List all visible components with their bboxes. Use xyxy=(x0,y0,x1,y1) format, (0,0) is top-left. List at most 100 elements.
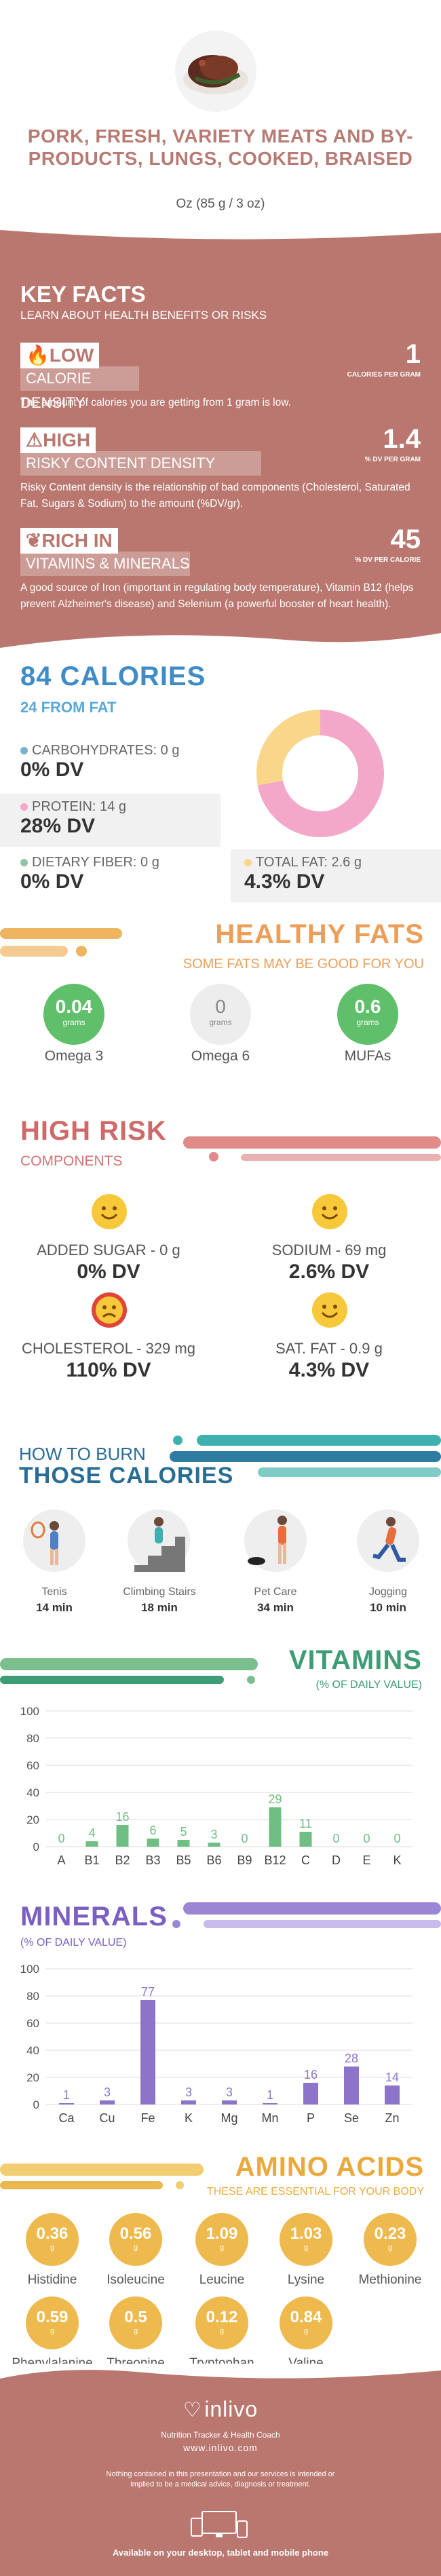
bar xyxy=(147,1839,159,1847)
amino-name: Lysine xyxy=(287,2273,325,2287)
y-tick-label: 60 xyxy=(26,1759,39,1772)
cholesterol-label: CHOLESTEROL - 329 mg xyxy=(22,1340,195,1357)
x-tick-label: Mg xyxy=(220,2111,237,2125)
x-tick-label: Se xyxy=(344,2111,359,2125)
carbs-dot xyxy=(20,747,28,754)
bar-value-label: 5 xyxy=(180,1825,187,1839)
fact-label-bar: VITAMINS & MINERALS xyxy=(20,552,190,576)
footer: ♡ inlivo Nutrition Tracker & Health Coac… xyxy=(0,2364,441,2576)
fat-dv: 4.3% DV xyxy=(244,870,325,893)
footer-availability: Available on your desktop, tablet and mo… xyxy=(112,2548,329,2558)
x-tick-label: P xyxy=(307,2111,315,2125)
bar-value-label: 11 xyxy=(299,1817,312,1830)
bar-value-label: 77 xyxy=(141,1985,155,1999)
smiley-happy-icon xyxy=(312,1194,347,1229)
y-tick-label: 0 xyxy=(33,1841,39,1853)
bar xyxy=(116,1825,129,1847)
omega6-label: Omega 6 xyxy=(191,1048,250,1064)
bar xyxy=(59,2103,74,2104)
healthy-fats-title: HEALTHY FATS xyxy=(215,919,424,949)
minerals-subtitle: (% OF DAILY VALUE) xyxy=(20,1937,127,1948)
fat-dot xyxy=(244,859,252,866)
bar-value-label: 14 xyxy=(385,2071,399,2084)
amino-name: Methionine xyxy=(358,2273,422,2287)
amino-title: AMINO ACIDS xyxy=(235,2152,424,2182)
amino-name: Isoleucine xyxy=(107,2273,165,2287)
fat-item: TOTAL FAT: 2.6 g 4.3% DV xyxy=(244,855,362,893)
burn-title-2: THOSE CALORIES xyxy=(19,1463,234,1488)
protein-dot xyxy=(20,803,28,811)
burn-activity-label: Tenis xyxy=(41,1586,67,1598)
mufas-circle: 0.6 grams xyxy=(337,984,398,1045)
bar xyxy=(299,1832,312,1847)
fact-tag: ⚠HIGH xyxy=(20,427,96,453)
donut-slice-fat xyxy=(256,710,321,786)
amino-value-badge: 0.23 g xyxy=(364,2213,417,2266)
fact-unit: % DV PER GRAM xyxy=(364,456,421,463)
bar xyxy=(140,2000,155,2104)
smiley-happy-icon xyxy=(312,1292,347,1328)
food-image xyxy=(183,55,248,94)
minerals-bar-chart: 0 20 40 60 80 100 1 Ca 3 Cu 77 Fe 3 K 3 Mg 1 Mn 16 P 28 Se 14 Z… xyxy=(20,1963,413,2125)
bar xyxy=(303,2083,318,2104)
amino-value-badge: 0.84 g xyxy=(280,2296,332,2349)
bar xyxy=(385,2085,400,2104)
warning-icon: ⚠ xyxy=(26,429,43,450)
fact-rich-in: ❦RICH IN xyxy=(20,528,118,554)
bar xyxy=(177,1840,190,1847)
calories-title: 84 CALORIES xyxy=(20,661,206,691)
y-tick-label: 80 xyxy=(26,1990,39,2003)
bar-value-label: 0 xyxy=(363,1832,370,1845)
bar xyxy=(263,2103,277,2104)
fact-value: 45 xyxy=(390,524,421,554)
burn-activity-time: 18 min xyxy=(141,1601,178,1614)
high-risk-title: HIGH RISK xyxy=(20,1116,167,1146)
heart-icon: ♡ xyxy=(183,2399,202,2421)
fact-low-calorie: 🔥LOW xyxy=(20,343,100,368)
x-tick-label: C xyxy=(301,1853,310,1867)
footer-disclaimer: Nothing contained in this presentation a… xyxy=(106,2470,335,2488)
amino-value-badge: 1.09 g xyxy=(195,2213,248,2266)
omega3-circle: 0.04 grams xyxy=(43,984,104,1045)
footer-url[interactable]: www.inlivo.com xyxy=(183,2442,258,2453)
fact-tag: 🔥LOW xyxy=(20,343,100,368)
food-photo xyxy=(175,31,256,112)
page-title: PORK, FRESH, VARIETY MEATS AND BY-PRODUC… xyxy=(27,126,414,169)
y-tick-label: 100 xyxy=(20,1963,39,1976)
vitamins-title: VITAMINS xyxy=(288,1645,422,1675)
x-tick-label: Mn xyxy=(261,2111,278,2125)
amino-subtitle: THESE ARE ESSENTIAL FOR YOUR BODY xyxy=(206,2186,424,2197)
fat-band xyxy=(231,849,441,902)
calories-donut-chart xyxy=(256,710,384,837)
bar-value-label: 16 xyxy=(115,1810,129,1824)
amino-value-badge: 0.12 g xyxy=(195,2296,248,2349)
x-tick-label: B3 xyxy=(145,1853,160,1867)
burn-activity-time: 34 min xyxy=(257,1601,294,1614)
amino-decor-lines xyxy=(0,2164,204,2189)
bar xyxy=(100,2100,115,2104)
tennis-icon xyxy=(23,1510,85,1572)
x-tick-label: D xyxy=(332,1853,341,1867)
bar-value-label: 3 xyxy=(210,1828,217,1841)
burn-activity-label: Pet Care xyxy=(254,1586,297,1598)
bar-value-label: 0 xyxy=(332,1832,339,1845)
jogging-icon xyxy=(357,1510,419,1572)
amino-name: Histidine xyxy=(27,2273,77,2287)
x-tick-label: K xyxy=(185,2111,193,2125)
bar-value-label: 29 xyxy=(268,1792,282,1806)
minerals-title: MINERALS xyxy=(20,1902,168,1931)
smiley-happy-icon xyxy=(92,1194,127,1229)
y-tick-label: 20 xyxy=(26,1813,39,1826)
y-tick-label: 40 xyxy=(26,1786,39,1799)
x-tick-label: B1 xyxy=(84,1853,99,1867)
burn-activity-time: 10 min xyxy=(370,1601,406,1614)
fact-unit: CALORIES PER GRAM xyxy=(347,371,421,379)
healthy-fats-subtitle: SOME FATS MAY BE GOOD FOR YOU xyxy=(183,957,424,972)
serving-size: Oz (85 g / 3 oz) xyxy=(176,197,265,211)
carbs-dv: 0% DV xyxy=(20,758,84,781)
burn-activity-label: Climbing Stairs xyxy=(123,1586,196,1598)
x-tick-label: B12 xyxy=(264,1853,286,1867)
y-tick-label: 40 xyxy=(26,2044,39,2057)
amino-value-badge: 1.03 g xyxy=(280,2213,332,2266)
fiber-dot xyxy=(20,859,28,866)
